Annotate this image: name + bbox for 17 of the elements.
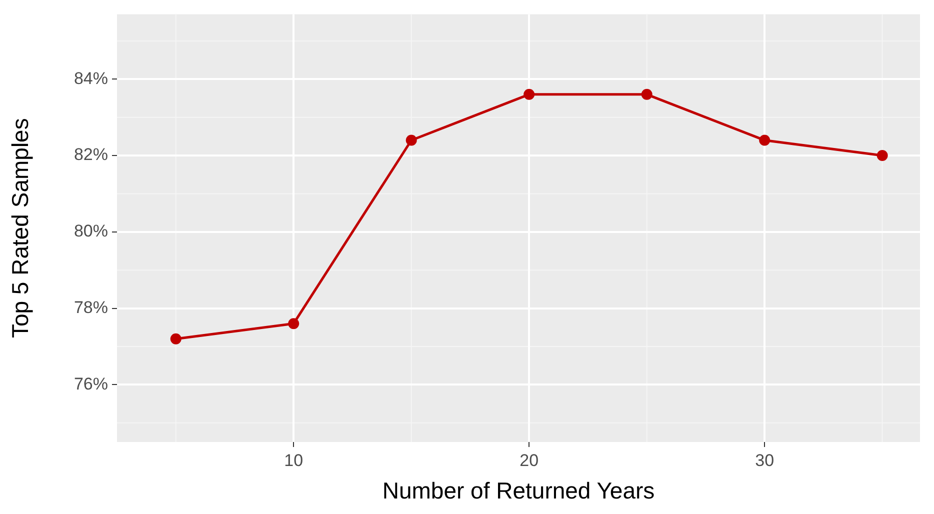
y-tick-label: 84%	[74, 68, 108, 88]
x-tick-label: 30	[755, 450, 774, 470]
point	[406, 134, 417, 146]
point	[288, 318, 300, 330]
x-axis-title: Number of Returned Years	[382, 478, 655, 504]
y-axis-title: Top 5 Rated Samples	[7, 118, 34, 338]
point	[759, 134, 770, 146]
y-tick-label: 80%	[74, 222, 108, 241]
point	[524, 88, 535, 100]
x-tick-label: 20	[520, 450, 539, 470]
point	[876, 150, 888, 162]
point	[170, 333, 182, 344]
y-tick-label: 82%	[74, 145, 108, 164]
y-tick-label: 76%	[74, 374, 108, 394]
y-tick-label: 78%	[74, 298, 108, 317]
x-tick-label: 10	[284, 450, 304, 470]
point	[641, 88, 652, 100]
